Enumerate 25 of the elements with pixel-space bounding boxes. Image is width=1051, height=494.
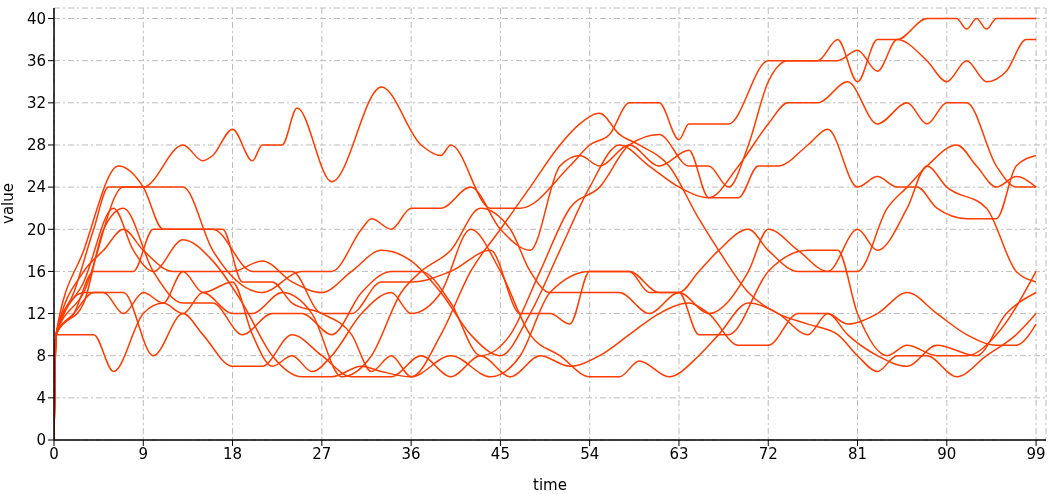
x-tick-label: 99	[1026, 444, 1046, 463]
x-tick-label: 18	[223, 444, 243, 463]
x-tick-label: 9	[138, 444, 149, 463]
x-tick-label: 81	[847, 444, 868, 463]
y-axis-title: value	[0, 183, 18, 224]
y-tick-label: 8	[36, 347, 46, 366]
y-tick-label: 32	[26, 94, 46, 113]
x-tick-label: 72	[758, 444, 778, 463]
y-tick-label: 24	[26, 178, 46, 197]
x-axis-title: time	[533, 476, 567, 494]
y-tick-label: 20	[26, 220, 46, 239]
y-tick-label: 40	[26, 9, 46, 28]
x-tick-label: 54	[580, 444, 600, 463]
x-tick-label: 45	[490, 444, 510, 463]
x-tick-label: 36	[401, 444, 421, 463]
y-tick-label: 36	[26, 52, 46, 71]
y-tick-label: 12	[26, 304, 46, 323]
x-tick-label: 27	[312, 444, 332, 463]
y-tick-label: 16	[26, 262, 46, 281]
y-tick-label: 4	[36, 389, 46, 408]
x-tick-label: 90	[937, 444, 957, 463]
y-tick-label: 28	[26, 136, 46, 155]
y-tick-label: 0	[36, 431, 46, 450]
x-tick-label: 0	[49, 444, 59, 463]
x-tick-label: 63	[669, 444, 689, 463]
